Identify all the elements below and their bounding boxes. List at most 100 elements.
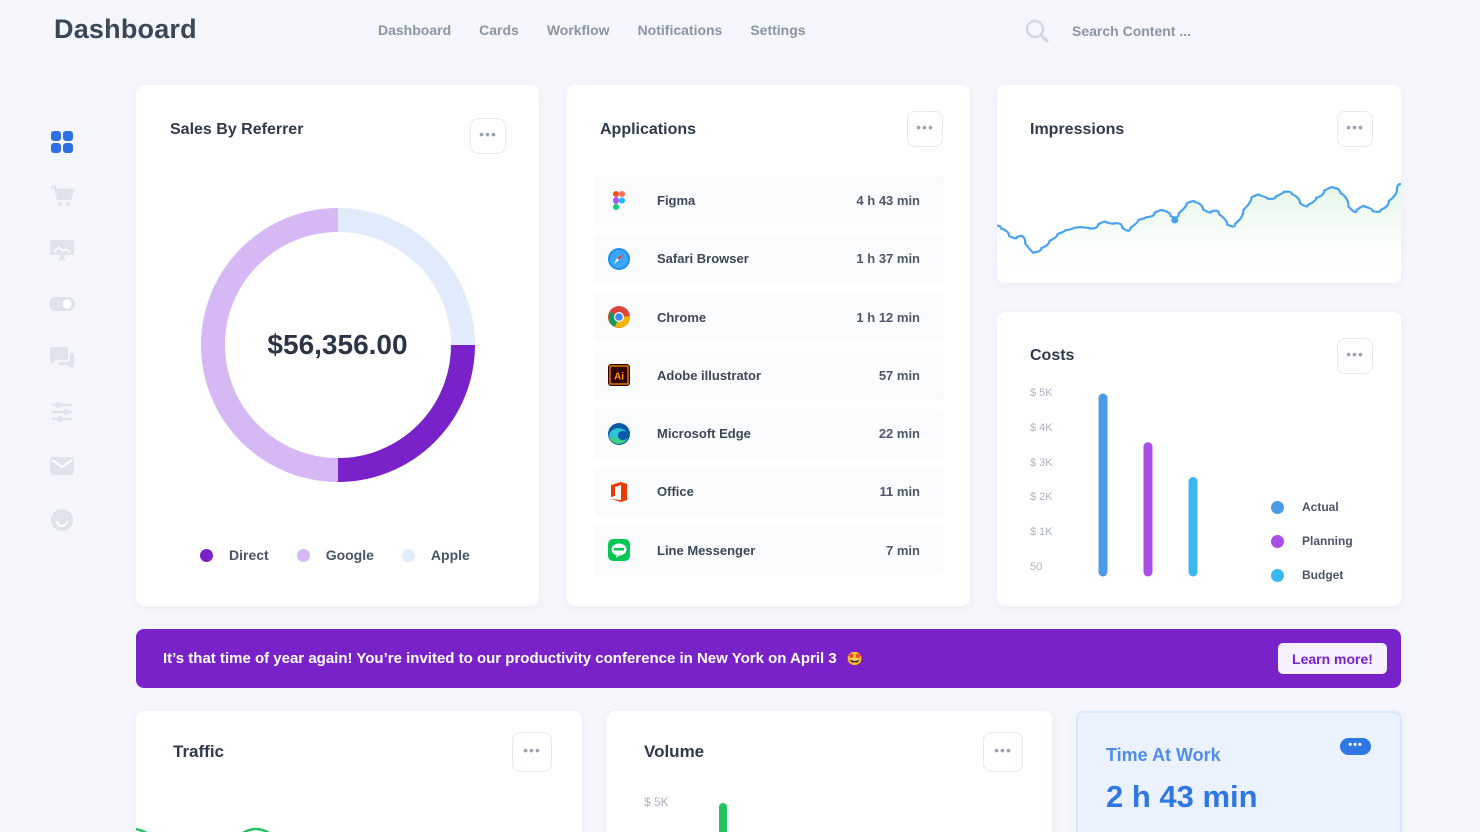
app-name: Line Messenger (657, 542, 756, 558)
impressions-line-chart (997, 182, 1401, 283)
illustrator-icon: Ai (607, 363, 631, 387)
legend-item-apple: Apple (401, 547, 470, 563)
app-name: Chrome (657, 309, 707, 325)
donut-slice-apple[interactable] (337, 208, 475, 346)
legend-label: Apple (430, 547, 470, 563)
sidebar-item-toggle[interactable] (48, 290, 76, 318)
edge-icon (607, 422, 631, 446)
app-time: 1 h 12 min (856, 309, 920, 325)
app-time: 7 min (886, 542, 920, 558)
impressions-area (997, 184, 1401, 283)
sidebar-item-mail[interactable] (48, 452, 76, 480)
sidebar-item-dashboard[interactable] (48, 128, 76, 156)
y-tick-label: $ 4K (1030, 422, 1053, 434)
app-name: Microsoft Edge (657, 426, 751, 442)
ellipsis-icon: ••• (994, 742, 1012, 758)
legend-label: Google (325, 547, 374, 563)
sidebar-item-cart[interactable] (48, 182, 76, 210)
costs-bar-chart (1098, 393, 1198, 577)
volume-card: Volume ••• $ 5K (607, 711, 1052, 832)
app-row-safari[interactable]: Safari Browser 1 h 37 min (594, 234, 944, 284)
costs-card: Costs ••• $ 5K $ 4K $ 3K $ 2K $ 1K 50 Ac… (997, 312, 1401, 606)
legend-dot (1271, 500, 1284, 514)
app-name: Adobe illustrator (657, 367, 762, 383)
legend-label: Actual (1302, 500, 1339, 514)
card-title: Traffic (173, 742, 225, 761)
legend-dot (200, 548, 213, 562)
more-options-button[interactable]: ••• (907, 111, 943, 147)
impressions-highlight-point[interactable] (1171, 216, 1179, 224)
donut-slice-google[interactable] (201, 208, 339, 482)
search-icon[interactable] (1024, 18, 1050, 44)
legend-dot (1271, 534, 1284, 548)
search-input[interactable] (1072, 23, 1272, 39)
sidebar-item-chat[interactable] (48, 344, 76, 372)
nav-settings[interactable]: Settings (750, 22, 806, 38)
time-at-work-card: Time At Work 2 h 43 min ••• (1076, 711, 1402, 832)
nav-notifications[interactable]: Notifications (637, 22, 723, 38)
traffic-card: Traffic ••• (136, 711, 582, 832)
cart-icon (51, 185, 75, 206)
y-tick-label: 50 (1030, 561, 1043, 573)
nav-dashboard[interactable]: Dashboard (378, 22, 452, 38)
y-tick-label: $ 5K (1030, 387, 1053, 399)
y-tick-label: $ 1K (1030, 526, 1053, 538)
svg-text:Ai: Ai (614, 372, 624, 383)
monitor-icon (50, 240, 74, 260)
search-bar (1024, 18, 1272, 44)
legend-item-actual: Actual (1271, 490, 1353, 524)
nav-workflow[interactable]: Workflow (546, 22, 610, 38)
costs-legend: Actual Planning Budget (1271, 490, 1353, 592)
more-options-button[interactable]: ••• (512, 732, 552, 772)
app-name: Safari Browser (657, 251, 749, 267)
mail-icon (50, 457, 74, 475)
app-time: 57 min (878, 367, 920, 383)
app-row-illustrator[interactable]: Ai Adobe illustrator 57 min (594, 350, 944, 400)
app-time: 22 min (878, 426, 920, 442)
donut-chart (201, 208, 475, 482)
top-nav: Dashboard Cards Workflow Notifications S… (378, 22, 806, 38)
impressions-card: Impressions ••• (997, 85, 1401, 283)
app-time: 1 h 37 min (856, 251, 920, 267)
app-row-edge[interactable]: Microsoft Edge 22 min (594, 409, 944, 459)
ellipsis-icon: ••• (916, 119, 934, 135)
more-options-button[interactable]: ••• (983, 732, 1023, 772)
app-time: 4 h 43 min (856, 193, 920, 208)
legend-dot (401, 548, 415, 562)
legend-label: Planning (1302, 534, 1353, 548)
y-tick-label: $ 2K (1030, 491, 1053, 503)
more-options-button[interactable]: ••• (1337, 338, 1373, 374)
smile-icon (51, 509, 73, 531)
impressions-line (997, 182, 1401, 254)
app-row-line[interactable]: Line Messenger 7 min (594, 525, 944, 575)
app-row-office[interactable]: Office 11 min (594, 467, 944, 517)
banner-text: It’s that time of year again! You’re inv… (163, 650, 863, 667)
chrome-icon (607, 305, 631, 329)
sidebar-item-monitor[interactable] (48, 236, 76, 264)
ellipsis-icon: ••• (523, 742, 541, 758)
traffic-chart (136, 827, 270, 832)
app-row-chrome[interactable]: Chrome 1 h 12 min (594, 292, 944, 342)
card-title: Applications (600, 121, 697, 138)
line-icon (607, 538, 631, 562)
more-options-button[interactable]: ••• (470, 118, 506, 154)
y-tick-label: $ 5K (644, 795, 669, 809)
learn-more-button[interactable]: Learn more! (1278, 643, 1387, 674)
legend-label: Budget (1302, 568, 1344, 582)
more-options-button[interactable]: ••• (1340, 738, 1371, 755)
nav-cards[interactable]: Cards (479, 22, 519, 38)
app-row-figma[interactable]: Figma 4 h 43 min (594, 176, 944, 225)
sidebar-item-sliders[interactable] (48, 398, 76, 426)
chat-icon (50, 347, 74, 369)
card-title: Sales By Referrer (170, 121, 304, 138)
donut-slice-direct[interactable] (337, 344, 475, 482)
more-options-button[interactable]: ••• (1337, 111, 1373, 147)
app-time: 11 min (879, 484, 920, 500)
ellipsis-icon: ••• (1348, 738, 1363, 751)
legend-dot (296, 548, 310, 562)
sidebar-item-profile[interactable] (48, 506, 76, 534)
app-list: Figma 4 h 43 min Safari Browser 1 h 37 m… (594, 176, 944, 584)
sales-by-referrer-card: Sales By Referrer ••• $56,356.00 Direct … (136, 85, 539, 606)
legend-item-planning: Planning (1271, 524, 1353, 558)
promo-banner: It’s that time of year again! You’re inv… (136, 629, 1401, 688)
